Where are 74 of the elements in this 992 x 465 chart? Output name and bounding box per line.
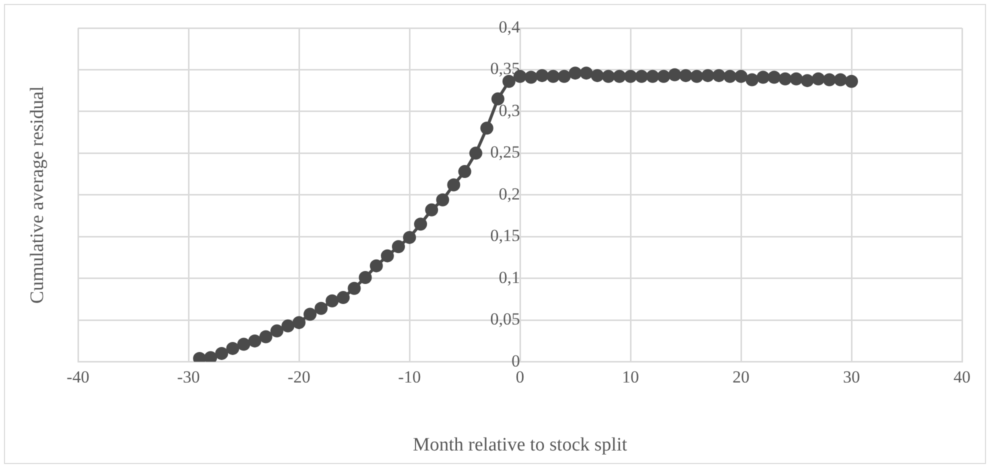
- x-tick-label: -10: [398, 367, 421, 386]
- point: [458, 165, 472, 178]
- point: [768, 70, 781, 84]
- point: [403, 230, 416, 244]
- y-tick-label: 0: [512, 351, 520, 370]
- point: [380, 249, 394, 262]
- point: [790, 72, 803, 86]
- point: [469, 146, 482, 160]
- point: [480, 122, 494, 135]
- point: [668, 68, 682, 82]
- point: [568, 66, 582, 80]
- point: [336, 291, 350, 304]
- point: [370, 259, 383, 272]
- point: [756, 70, 770, 84]
- x-tick-label: 30: [843, 367, 860, 386]
- point: [524, 70, 538, 84]
- x-tick-label: 10: [622, 367, 639, 386]
- x-tick-label: 40: [954, 367, 970, 386]
- point: [834, 73, 847, 86]
- point: [436, 193, 450, 206]
- point: [248, 334, 262, 348]
- point: [602, 70, 615, 83]
- y-tick-label: 0,2: [498, 184, 520, 204]
- y-tick-label: 0,3: [498, 100, 520, 120]
- x-axis-title: Month relative to stock split: [412, 434, 628, 456]
- point: [259, 330, 272, 344]
- point: [690, 70, 704, 83]
- point: [734, 70, 748, 83]
- point: [646, 70, 660, 83]
- y-tick-label: 0,1: [498, 268, 520, 287]
- x-tick-label: 20: [732, 367, 750, 386]
- point: [800, 74, 814, 88]
- point: [590, 69, 604, 82]
- point: [657, 70, 670, 83]
- point: [358, 271, 372, 284]
- point: [237, 338, 250, 351]
- point: [580, 66, 593, 80]
- point: [292, 316, 306, 330]
- point: [215, 346, 228, 360]
- point: [746, 73, 759, 86]
- point: [624, 70, 637, 83]
- y-tick-label: 0,25: [490, 142, 520, 162]
- point: [812, 72, 825, 86]
- point: [314, 302, 328, 315]
- y-tick-label: 0,15: [490, 226, 520, 246]
- point: [447, 178, 460, 192]
- x-tick-label: -20: [288, 367, 310, 386]
- point: [491, 92, 504, 106]
- point: [226, 342, 240, 355]
- point: [822, 73, 836, 86]
- x-tick-label: -40: [66, 367, 90, 386]
- y-tick-label: 0,4: [498, 17, 520, 36]
- point: [425, 203, 438, 216]
- point: [270, 324, 284, 338]
- point: [701, 69, 714, 82]
- point: [635, 70, 648, 83]
- point: [723, 70, 736, 83]
- point: [326, 294, 339, 308]
- point: [536, 69, 549, 82]
- point: [845, 74, 858, 88]
- point: [392, 240, 405, 254]
- y-tick-label: 0,05: [490, 310, 520, 329]
- point: [546, 70, 560, 83]
- point: [414, 218, 428, 231]
- point: [778, 72, 792, 86]
- point: [304, 308, 317, 321]
- x-tick-label: -30: [177, 367, 200, 386]
- point: [281, 319, 294, 332]
- point: [679, 69, 692, 82]
- point: [612, 70, 626, 83]
- point: [712, 69, 726, 82]
- y-axis-title: Cumulative average residual: [26, 86, 48, 304]
- point: [558, 70, 571, 83]
- point: [348, 282, 361, 295]
